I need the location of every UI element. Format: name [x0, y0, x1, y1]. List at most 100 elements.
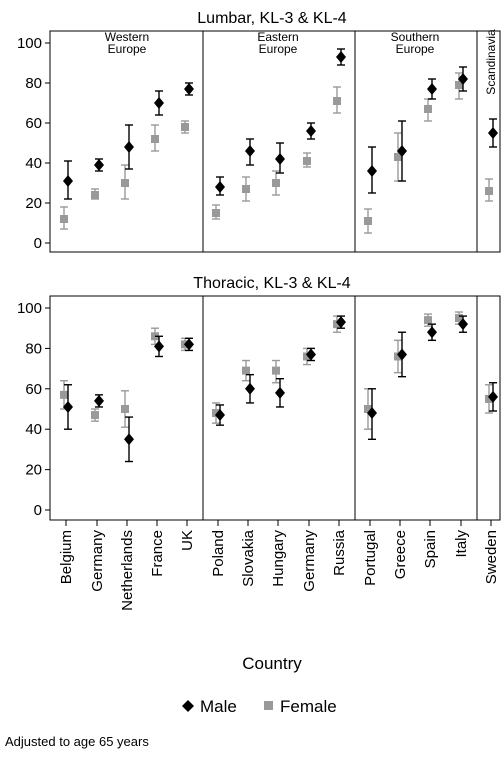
x-tick-label: Greece	[392, 530, 409, 579]
female-marker	[303, 157, 311, 165]
male-point	[336, 315, 346, 329]
female-marker	[333, 320, 341, 329]
legend-label-female: Female	[280, 697, 337, 716]
male-point	[427, 323, 437, 342]
male-marker	[397, 348, 407, 361]
group-label: Southern Europe	[391, 30, 440, 56]
y-tick-label: 40	[25, 155, 42, 172]
male-point	[275, 142, 285, 174]
female-point	[424, 98, 432, 122]
male-marker	[306, 125, 316, 137]
plot-frame	[49, 30, 501, 253]
male-marker	[306, 348, 316, 361]
male-marker	[63, 175, 73, 187]
group-label: Scandinavia	[484, 29, 498, 95]
y-tick-label: 40	[25, 421, 42, 438]
male-point	[458, 66, 468, 92]
female-square-icon	[264, 701, 273, 710]
male-marker	[367, 407, 377, 420]
male-marker	[367, 165, 377, 177]
y-tick-label: 20	[25, 195, 42, 212]
female-marker	[242, 366, 250, 375]
x-tick-label: Belgium	[58, 530, 75, 584]
male-marker	[154, 340, 164, 353]
female-marker	[455, 314, 463, 323]
y-tick-label: 60	[25, 115, 42, 132]
female-marker	[60, 215, 68, 223]
female-marker	[394, 352, 402, 361]
male-point	[63, 384, 73, 430]
male-marker	[427, 326, 437, 339]
x-tick-label: Spain	[422, 530, 439, 568]
male-marker	[245, 145, 255, 157]
male-marker	[94, 394, 104, 407]
x-tick-label: Italy	[453, 530, 470, 558]
male-marker	[458, 73, 468, 85]
male-point	[367, 388, 377, 440]
male-point	[63, 160, 73, 200]
female-marker	[91, 191, 99, 199]
male-marker	[245, 382, 255, 395]
x-tick-label: France	[149, 530, 166, 577]
female-point	[303, 152, 311, 168]
male-point	[184, 337, 194, 352]
female-point	[485, 178, 493, 202]
female-marker	[91, 411, 99, 420]
legend-label-male: Male	[200, 697, 237, 716]
group-label: Eastern Europe	[257, 30, 298, 56]
female-point	[394, 339, 402, 374]
female-marker	[364, 405, 372, 413]
male-point	[275, 378, 285, 408]
x-tick-label: Germany	[89, 530, 106, 592]
lumbar-panel: Lumbar, KL-3 & KL-4 0 20 40 60 80 100 Western Eu…	[17, 10, 501, 253]
male-marker	[397, 145, 407, 157]
male-point	[336, 48, 346, 66]
y-tick-label: 80	[25, 75, 42, 92]
male-point	[124, 124, 134, 170]
female-marker	[272, 366, 280, 375]
x-tick-label: Sweden	[483, 530, 500, 584]
male-point	[458, 315, 468, 333]
female-marker	[181, 123, 189, 131]
male-diamond-icon	[182, 700, 194, 712]
y-tick-label: 0	[34, 235, 42, 252]
male-point	[306, 122, 316, 140]
female-point	[364, 208, 372, 234]
female-marker	[303, 352, 311, 361]
female-marker	[485, 394, 493, 403]
male-marker	[275, 386, 285, 399]
plot-frame	[49, 295, 501, 521]
thoracic-panel: Thoracic, KL-3 & KL-4 0 20 40 60 80 100	[17, 275, 501, 521]
female-marker	[455, 81, 463, 89]
male-point	[215, 176, 225, 196]
female-marker	[121, 405, 129, 413]
female-marker	[424, 316, 432, 325]
male-marker	[458, 318, 468, 331]
x-axis-categories: Belgium Germany Netherlands France UK Poland S…	[58, 520, 500, 611]
legend: Male Female	[182, 697, 337, 716]
female-point	[333, 86, 341, 114]
female-marker	[364, 217, 372, 225]
male-point	[154, 90, 164, 116]
male-point	[397, 331, 407, 378]
male-point	[215, 404, 225, 426]
female-point	[121, 390, 129, 428]
male-point	[245, 373, 255, 404]
male-marker	[336, 316, 346, 329]
panel-title: Lumbar, KL-3 & KL-4	[197, 10, 347, 27]
male-point	[488, 382, 498, 412]
female-marker	[272, 179, 280, 187]
female-point	[242, 176, 250, 202]
x-axis-label: Country	[242, 654, 302, 673]
female-marker	[212, 209, 220, 217]
female-marker	[121, 179, 129, 187]
male-point	[94, 394, 104, 408]
x-tick-label: Slovakia	[240, 529, 257, 586]
male-marker	[94, 159, 104, 171]
x-tick-label: Poland	[210, 530, 227, 577]
female-point	[181, 120, 189, 134]
group-label: Western Europe	[105, 30, 149, 56]
female-point	[60, 206, 68, 230]
